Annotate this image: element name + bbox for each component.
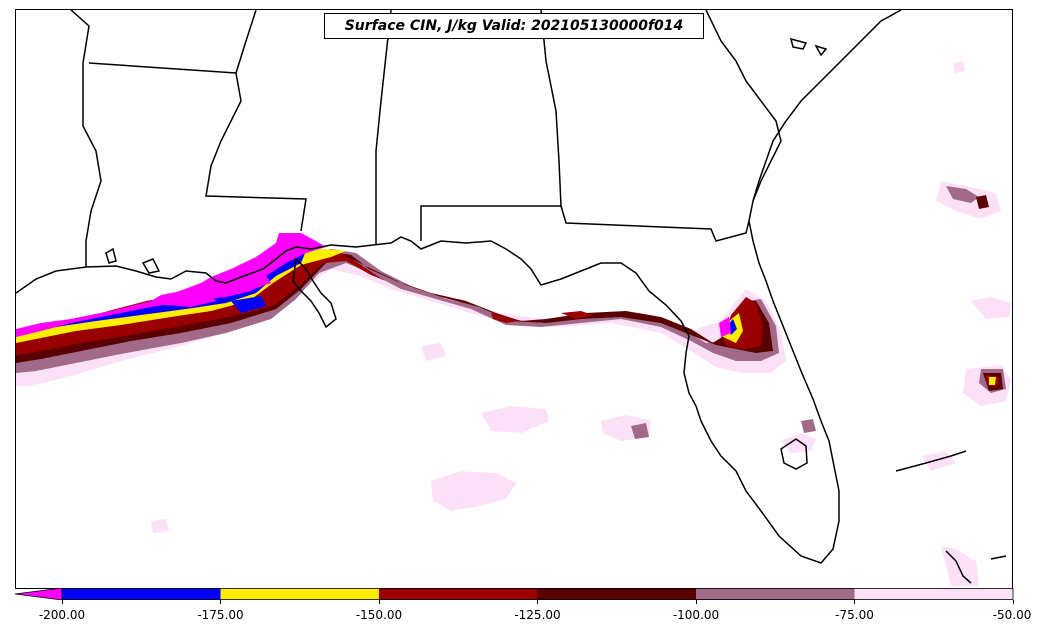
colorbar-bin bbox=[379, 588, 538, 600]
colorbar-tick-label: -50.00 bbox=[992, 608, 1032, 622]
map-panel bbox=[15, 9, 1013, 589]
colorbar-tick bbox=[220, 600, 221, 604]
colorbar-outline bbox=[61, 588, 1014, 600]
colorbar-tick bbox=[1012, 600, 1014, 604]
cin-field-magenta bbox=[16, 233, 731, 337]
map-canvas bbox=[16, 10, 1011, 586]
colorbar-extend-triangle bbox=[15, 588, 63, 600]
colorbar-tick-label: -150.00 bbox=[355, 608, 403, 622]
colorbar-bin bbox=[696, 588, 855, 600]
colorbar-tick-label: -200.00 bbox=[38, 608, 86, 622]
state-boundaries bbox=[16, 10, 1007, 584]
colorbar-tick bbox=[695, 600, 697, 604]
colorbar-bin bbox=[537, 588, 696, 600]
cin-field-red bbox=[16, 251, 999, 387]
colorbar-bin bbox=[220, 588, 379, 600]
colorbar-tick-label: -175.00 bbox=[197, 608, 244, 622]
colorbar-tick bbox=[378, 600, 380, 604]
colorbar-tick-label: -100.00 bbox=[672, 608, 720, 622]
colorbar-tick-label: -75.00 bbox=[835, 608, 874, 622]
colorbar-tick-label: -125.00 bbox=[514, 608, 561, 622]
colorbar-tick bbox=[61, 600, 63, 604]
cin-field-darkred bbox=[16, 195, 1003, 391]
map-title: Surface CIN, J/kg Valid: 202105130000f01… bbox=[344, 18, 684, 34]
colorbar-bin bbox=[62, 588, 221, 600]
map-title-box: Surface CIN, J/kg Valid: 202105130000f01… bbox=[324, 13, 704, 39]
colorbar-tick bbox=[537, 600, 538, 604]
colorbar-bin bbox=[854, 588, 1013, 600]
colorbar-tick bbox=[854, 600, 855, 604]
colorbar bbox=[15, 588, 1014, 600]
